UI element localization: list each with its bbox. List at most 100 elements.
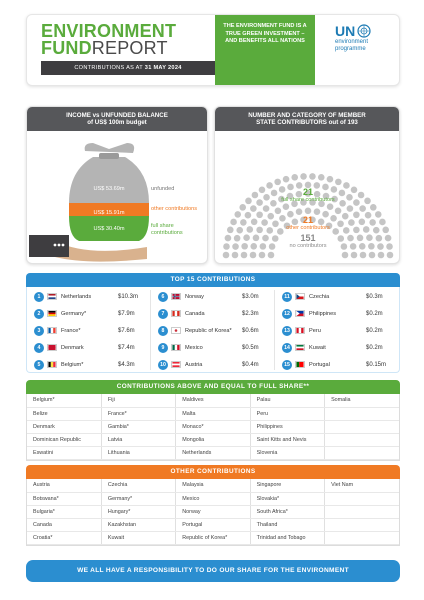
member-dot	[357, 191, 365, 199]
country-cell: Bulgaria*	[27, 505, 102, 519]
member-dot	[347, 234, 354, 242]
member-dot	[239, 204, 247, 211]
member-dot	[369, 204, 377, 211]
country-row: Croatia* Kuwait Republic of Korea* Trinidad…	[27, 531, 399, 545]
other-contributions-title: OTHER CONTRIBUTIONS	[26, 465, 400, 479]
member-dot	[240, 219, 247, 226]
logo-programme: programme	[335, 45, 366, 52]
country-row: Austria Czechia Malaysia Singapore Viet Nam	[27, 479, 399, 493]
member-dot	[386, 251, 394, 259]
member-dot	[335, 178, 342, 186]
country-cell: Slovakia*	[250, 492, 326, 506]
member-dot	[379, 218, 386, 226]
member-dot	[326, 175, 334, 183]
unep-logo: UN environment programme	[335, 23, 371, 52]
top15-row: 10 Austria	[158, 359, 241, 370]
contribution-amount: $0.15m	[366, 361, 387, 368]
country-row: Belgium* Fiji Maldives Palau Somalia	[27, 394, 399, 408]
country-flag-icon	[47, 310, 57, 317]
country-name: Czechia	[309, 293, 330, 300]
income-panel: INCOME vs UNFUNDED BALANCE of US$ 100m bu…	[26, 106, 208, 264]
member-dot	[356, 234, 364, 242]
country-cell: France*	[101, 407, 177, 421]
member-dot	[274, 207, 282, 215]
country-flag-icon	[171, 293, 181, 300]
rank-badge: 8	[158, 325, 168, 336]
member-dot	[341, 251, 349, 259]
country-cell: Portugal	[175, 518, 251, 532]
member-dot	[304, 207, 312, 215]
member-dot	[350, 251, 358, 259]
logo-un-text: UN	[335, 23, 356, 39]
top15-row: 4 Denmark	[34, 342, 117, 353]
member-dot	[384, 234, 392, 242]
member-dot	[334, 207, 342, 215]
rank-badge: 11	[282, 291, 292, 302]
member-dot	[377, 243, 384, 250]
member-dot	[364, 197, 371, 205]
member-dot	[250, 218, 258, 226]
member-dots-chart	[222, 173, 394, 259]
top15-row: 8 Republic of Korea*	[158, 325, 241, 336]
member-dot	[270, 189, 278, 197]
member-dot	[271, 235, 279, 242]
contribution-amount: $10.3m	[118, 293, 139, 300]
member-dot	[368, 242, 375, 250]
country-name: Netherlands	[61, 293, 92, 300]
member-dot	[291, 218, 299, 226]
country-name: Philippines	[309, 310, 337, 317]
as-at-banner: CONTRIBUTIONS AS AT 31 MAY 2024	[41, 61, 215, 75]
country-flag-icon	[47, 293, 57, 300]
member-dot	[341, 212, 349, 220]
country-flag-icon	[171, 310, 181, 317]
member-dot	[374, 211, 382, 218]
full-count: 21	[302, 187, 313, 197]
member-dot	[266, 227, 274, 234]
member-dot	[252, 234, 260, 242]
country-cell: Czechia	[101, 479, 177, 493]
member-dot	[266, 182, 273, 189]
country-cell	[324, 492, 399, 506]
member-dot	[348, 219, 355, 226]
top15-row: 3 France*	[34, 325, 117, 336]
member-dot	[326, 203, 334, 210]
country-cell: Republic of Korea*	[175, 531, 251, 545]
member-dot	[350, 186, 358, 194]
rank-badge: 10	[158, 359, 168, 370]
country-name: Kuwait	[309, 344, 326, 351]
contribution-amount: $0.6m	[242, 327, 259, 334]
money-bag-illustration	[29, 143, 149, 262]
country-name: France*	[61, 327, 81, 334]
contribution-amount: $3.0m	[242, 293, 259, 300]
member-dot	[353, 226, 360, 234]
country-cell: South Africa*	[250, 505, 326, 519]
member-dot	[346, 205, 354, 212]
tagline-box: THE ENVIRONMENT FUND IS A TRUE GREEN INV…	[215, 15, 315, 85]
member-dot	[241, 242, 248, 250]
income-title-line2: of US$ 100m budget	[87, 119, 147, 126]
country-cell: Mongolia	[175, 433, 251, 447]
member-dot	[377, 251, 385, 259]
member-dot	[234, 211, 242, 218]
member-dot	[236, 226, 244, 234]
member-dot	[259, 243, 267, 250]
member-dot	[346, 194, 353, 201]
member-dot	[261, 219, 268, 226]
top15-row: 5 Belgium*	[34, 359, 117, 370]
country-cell: Hungary*	[101, 505, 177, 519]
member-dot	[309, 173, 316, 180]
member-dot	[244, 211, 252, 219]
member-dot	[309, 199, 316, 206]
as-at-date: 31 MAY 2024	[144, 65, 182, 71]
member-dot	[263, 194, 270, 201]
country-cell	[324, 531, 399, 545]
member-dot	[226, 226, 234, 234]
member-dot	[340, 243, 348, 250]
rank-badge: 15	[282, 359, 292, 370]
title-fund: FUND	[41, 38, 92, 58]
member-title-line1: NUMBER AND CATEGORY OF MEMBER	[248, 111, 366, 119]
country-name: Austria	[185, 361, 203, 368]
member-dot	[331, 195, 338, 203]
country-name: Germany*	[61, 310, 87, 317]
member-dot	[369, 219, 376, 226]
